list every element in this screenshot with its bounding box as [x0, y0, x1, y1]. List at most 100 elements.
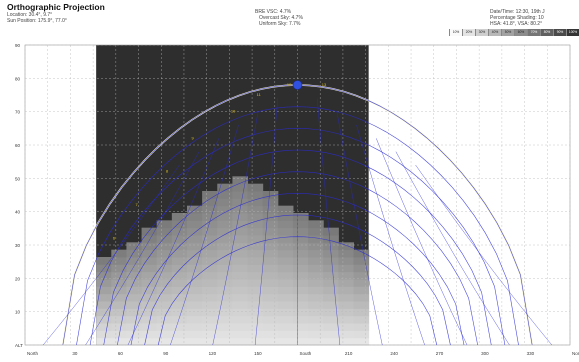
legend-swatch: 30% — [475, 29, 488, 36]
shade-cell — [171, 235, 188, 243]
shade-cell — [277, 301, 294, 309]
shade-cell — [262, 293, 279, 302]
shade-cell — [277, 220, 294, 229]
shade-cell — [292, 227, 309, 236]
shade-cell — [277, 315, 294, 324]
shade-cell — [217, 227, 233, 236]
shade-cell — [217, 323, 233, 331]
shade-cell — [323, 286, 339, 295]
shade-cell — [202, 308, 218, 317]
shade-cell — [308, 271, 324, 280]
shade-cell — [186, 242, 203, 251]
shade-cell — [217, 271, 233, 280]
shade-cell — [126, 279, 143, 287]
shade-cell — [217, 198, 233, 207]
datetime-text: Date/Time: 12:30, 19th J — [490, 9, 545, 15]
hour-line — [336, 111, 383, 346]
shade-cell — [111, 264, 127, 273]
shade-cell — [156, 308, 173, 317]
shade-cell — [202, 220, 218, 229]
shade-cell — [141, 227, 158, 236]
shade-cell — [247, 220, 264, 229]
shade-cell — [292, 279, 309, 287]
shade-cell — [277, 308, 294, 317]
shade-cell — [217, 279, 233, 287]
shade-cell — [171, 257, 188, 265]
shade-cell — [323, 301, 339, 309]
shade-cell — [353, 301, 370, 309]
shade-cell — [277, 227, 294, 236]
shade-cell — [338, 323, 355, 331]
shade-cell — [262, 279, 279, 287]
hour-line — [127, 138, 220, 346]
shade-cell — [186, 279, 203, 287]
hour-label: 9 — [192, 135, 195, 140]
shade-cell — [186, 337, 203, 346]
shade-cell — [232, 315, 249, 324]
shade-cell — [141, 242, 158, 251]
shade-cell — [308, 220, 324, 229]
hour-line — [395, 151, 510, 346]
shade-cell — [338, 264, 355, 273]
shade-cell — [111, 301, 127, 309]
hour-line — [415, 164, 553, 346]
shade-cell — [156, 227, 173, 236]
shade-cell — [292, 308, 309, 317]
shade-cell — [96, 301, 112, 309]
shade-cell — [292, 264, 309, 273]
shade-cell — [202, 264, 218, 273]
shade-cell — [217, 183, 233, 192]
shade-cell — [126, 330, 143, 339]
shade-cell — [338, 337, 355, 346]
shade-cell — [262, 249, 279, 258]
shade-cell — [217, 205, 233, 214]
shade-cell — [262, 227, 279, 236]
shade-cell — [292, 220, 309, 229]
shade-cell — [323, 323, 339, 331]
shade-cell — [323, 308, 339, 317]
shade-cell — [202, 323, 218, 331]
shade-cell — [308, 286, 324, 295]
shade-cell — [111, 257, 127, 265]
shade-cell — [171, 315, 188, 324]
shade-cell — [247, 213, 264, 221]
shade-cell — [232, 257, 249, 265]
shade-cell — [141, 301, 158, 309]
shade-cell — [186, 213, 203, 221]
shade-cell — [232, 271, 249, 280]
hour-line — [212, 111, 259, 346]
hour-line — [42, 164, 180, 346]
legend-swatch: 10% — [449, 29, 462, 36]
shade-cell — [186, 271, 203, 280]
hour-label: 13 — [322, 82, 327, 87]
shade-cell — [126, 264, 143, 273]
x-tick-label: 300 — [481, 351, 489, 356]
shade-cell — [247, 271, 264, 280]
shade-cell — [186, 315, 203, 324]
shade-cell — [141, 337, 158, 346]
shade-cell — [308, 337, 324, 346]
shade-cell — [186, 323, 203, 331]
shade-cell — [308, 330, 324, 339]
shade-cell — [323, 279, 339, 287]
legend-swatch: 80% — [540, 29, 553, 36]
y-tick-label: ALT — [15, 343, 23, 348]
shade-cell — [232, 323, 249, 331]
shade-cell — [247, 301, 264, 309]
shade-cell — [308, 315, 324, 324]
shade-cell — [202, 227, 218, 236]
shade-cell — [126, 337, 143, 346]
shade-cell — [308, 308, 324, 317]
shade-cell — [156, 330, 173, 339]
shade-cell — [338, 293, 355, 302]
shade-cell — [323, 271, 339, 280]
shade-cell — [186, 257, 203, 265]
shade-cell — [217, 257, 233, 265]
x-tick-label: 240 — [390, 351, 398, 356]
x-tick-label: 330 — [527, 351, 535, 356]
shade-cell — [171, 279, 188, 287]
shade-cell — [111, 271, 127, 280]
sun-position-text: Sun Position: 175.9°, 77.0° — [7, 18, 67, 24]
shade-cell — [308, 293, 324, 302]
shade-cell — [353, 279, 370, 287]
